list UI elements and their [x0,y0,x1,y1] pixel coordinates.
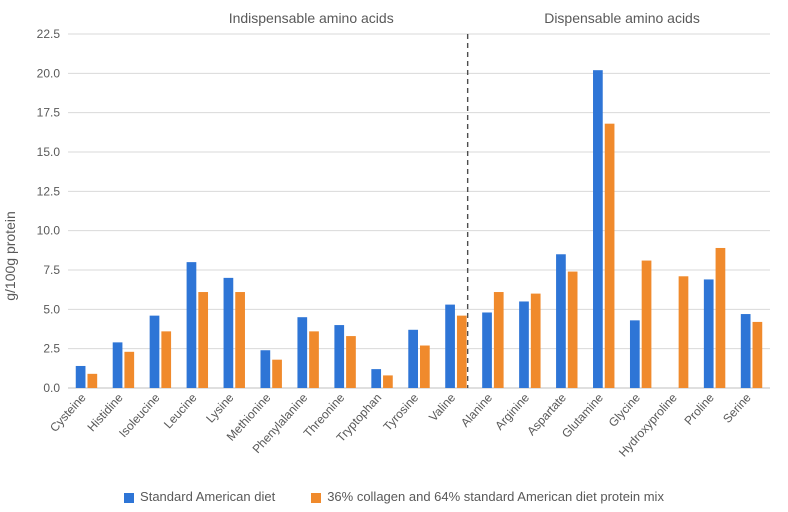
bar [494,292,504,388]
x-category-label: Tyrosine [380,390,421,433]
bar [113,342,123,388]
bar [457,316,467,388]
bar [420,346,430,388]
legend-label: 36% collagen and 64% standard American d… [327,489,664,504]
bar [679,276,689,388]
legend-item: 36% collagen and 64% standard American d… [311,489,664,504]
y-tick-label: 15.0 [37,145,61,159]
legend-label: Standard American diet [140,489,275,504]
bar [408,330,418,388]
y-tick-label: 5.0 [43,302,60,316]
bar [568,272,578,388]
bar [150,316,160,388]
bar [87,374,97,388]
x-category-label: Leucine [161,390,200,431]
bar [519,301,529,388]
amino-acid-chart: g/100g protein Indispensable amino acids… [0,0,788,512]
bar [642,261,652,388]
bar [198,292,208,388]
section-label-dispensable: Dispensable amino acids [544,10,700,26]
bar [383,375,393,388]
legend: Standard American diet 36% collagen and 6… [0,488,788,504]
x-category-label: Valine [426,390,458,424]
y-axis-title: g/100g protein [2,211,18,301]
section-label-indispensable: Indispensable amino acids [229,10,394,26]
bar [371,369,381,388]
y-tick-label: 10.0 [37,224,61,238]
bar [261,350,271,388]
x-category-label: Serine [720,390,754,425]
x-category-label: Lysine [203,390,237,425]
bar [346,336,356,388]
y-tick-label: 22.5 [37,27,61,41]
y-tick-label: 17.5 [37,106,61,120]
bar [235,292,245,388]
y-tick-label: 20.0 [37,66,61,80]
bar [297,317,307,388]
y-tick-label: 0.0 [43,381,60,395]
bar [482,312,492,388]
bar [531,294,541,388]
bar [630,320,640,388]
bar [445,305,455,388]
legend-swatch [124,493,134,503]
bar [704,279,714,388]
legend-swatch [311,493,321,503]
bar [187,262,197,388]
y-tick-label: 12.5 [37,184,61,198]
bar [124,352,134,388]
bar [224,278,234,388]
bar [605,124,615,388]
bar [334,325,344,388]
x-category-label: Cysteine [47,390,89,434]
x-category-label: Proline [681,390,717,427]
x-category-label: Glycine [606,390,643,429]
bar [716,248,726,388]
legend-item: Standard American diet [124,489,275,504]
bar [272,360,282,388]
x-category-label: Alanine [458,390,495,429]
y-tick-label: 2.5 [43,342,60,356]
bar [309,331,319,388]
bar [741,314,751,388]
y-tick-label: 7.5 [43,263,60,277]
bar [76,366,86,388]
bar [556,254,566,388]
bar [593,70,603,388]
chart-svg: 0.0 2.5 5.0 7.5 10.0 12.5 15.0 17.5 20.0 22.5 Cyst… [0,0,788,512]
bar [161,331,171,388]
bar [753,322,763,388]
